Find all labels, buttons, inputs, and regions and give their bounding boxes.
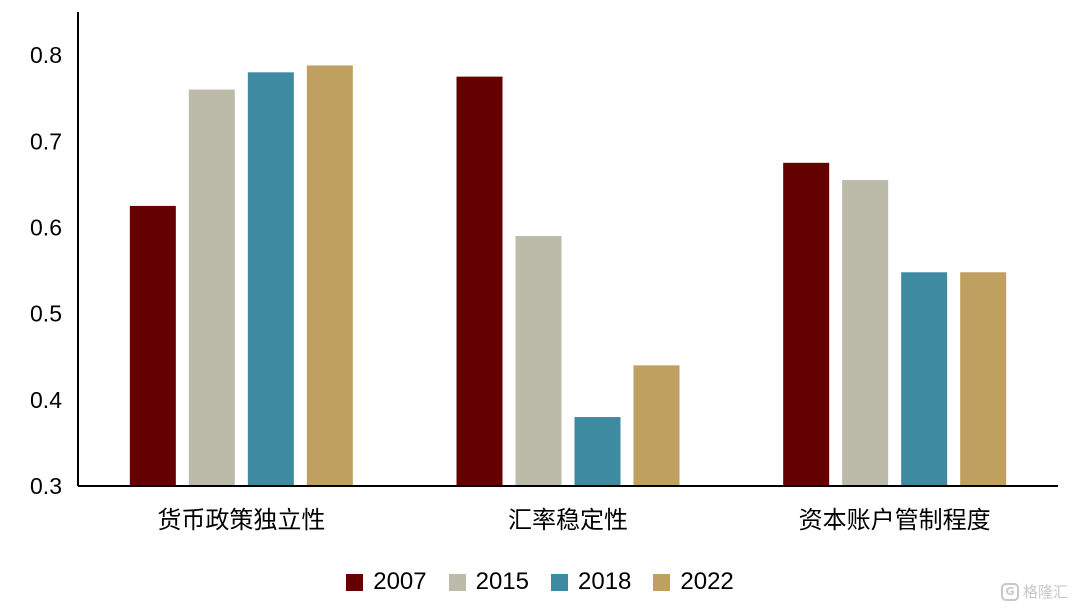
- watermark: G 格隆汇: [1000, 581, 1068, 602]
- y-tick-labels: 0.3 0.4 0.5 0.6 0.7 0.8: [30, 42, 62, 499]
- category-labels: 货币政策独立性 汇率稳定性 资本账户管制程度: [157, 506, 990, 534]
- y-tick-label: 0.7: [30, 128, 62, 154]
- legend-item-2018: 2018: [551, 568, 631, 596]
- legend-item-2007: 2007: [346, 568, 427, 596]
- category-label: 汇率稳定性: [508, 506, 628, 534]
- bar-2015-3: [842, 180, 889, 486]
- legend: 2007 2015 2018 2022: [0, 568, 1080, 596]
- bars: [129, 65, 1007, 487]
- y-tick-label: 0.5: [30, 301, 62, 327]
- legend-swatch: [448, 573, 466, 591]
- watermark-logo-icon: G: [1000, 582, 1019, 601]
- y-tick-label: 0.8: [30, 42, 62, 68]
- legend-label: 2018: [578, 568, 632, 595]
- bar-chart: 0.3 0.4 0.5 0.6 0.7 0.8 货币政策独立性 汇率稳定性 资本账户管制程度: [30, 12, 1058, 534]
- legend-swatch: [653, 573, 671, 591]
- legend-label: 2015: [475, 568, 529, 595]
- bar-2015-2: [515, 236, 562, 486]
- legend-swatch: [346, 573, 364, 591]
- bar-2022-2: [633, 365, 680, 486]
- bar-2007-1: [129, 205, 176, 486]
- bar-2007-2: [456, 76, 503, 487]
- watermark-text: 格隆汇: [1022, 583, 1068, 601]
- y-tick-label: 0.4: [30, 387, 62, 413]
- bar-2015-1: [188, 89, 235, 487]
- legend-item-2022: 2022: [653, 568, 734, 596]
- bar-2022-1: [306, 65, 353, 486]
- bar-2018-2: [574, 417, 621, 486]
- legend-label: 2022: [680, 568, 734, 595]
- legend-item-2015: 2015: [448, 568, 529, 596]
- bar-2018-1: [247, 72, 294, 486]
- category-label: 货币政策独立性: [157, 506, 325, 534]
- bar-2018-3: [901, 272, 948, 486]
- y-tick-label: 0.3: [30, 473, 62, 499]
- category-label: 资本账户管制程度: [799, 506, 991, 534]
- bar-2022-3: [960, 272, 1007, 486]
- bar-2007-3: [783, 162, 830, 486]
- legend-label: 2007: [373, 568, 427, 595]
- y-tick-label: 0.6: [30, 214, 62, 240]
- legend-swatch: [551, 573, 568, 591]
